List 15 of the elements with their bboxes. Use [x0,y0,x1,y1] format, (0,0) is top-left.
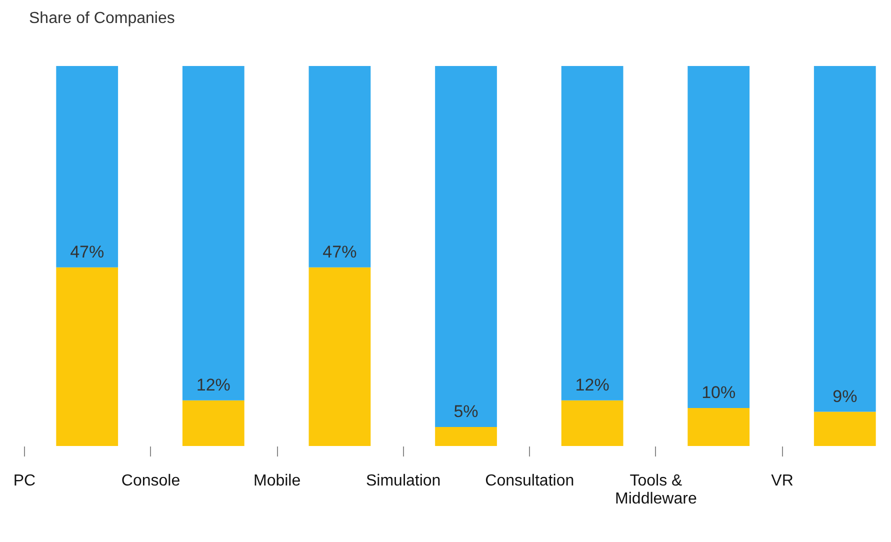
data-label: 10% [702,383,736,402]
x-tick-label: VR [771,472,794,490]
x-tick-label: Consultation [485,472,574,490]
chart-title: Share of Companies [29,10,175,27]
data-label: 5% [454,402,478,421]
data-label: 12% [196,375,230,394]
x-tick-label: Console [121,472,180,490]
x-tick-label: Simulation [366,472,441,490]
data-label: 9% [832,386,858,406]
x-tick-label: PC [13,472,36,490]
data-label: 47% [322,242,357,262]
x-tick-label: Tools & Middleware [615,472,697,508]
data-label: 12% [575,375,610,394]
x-tick-label: Mobile [253,472,301,490]
data-label: 47% [70,242,104,262]
